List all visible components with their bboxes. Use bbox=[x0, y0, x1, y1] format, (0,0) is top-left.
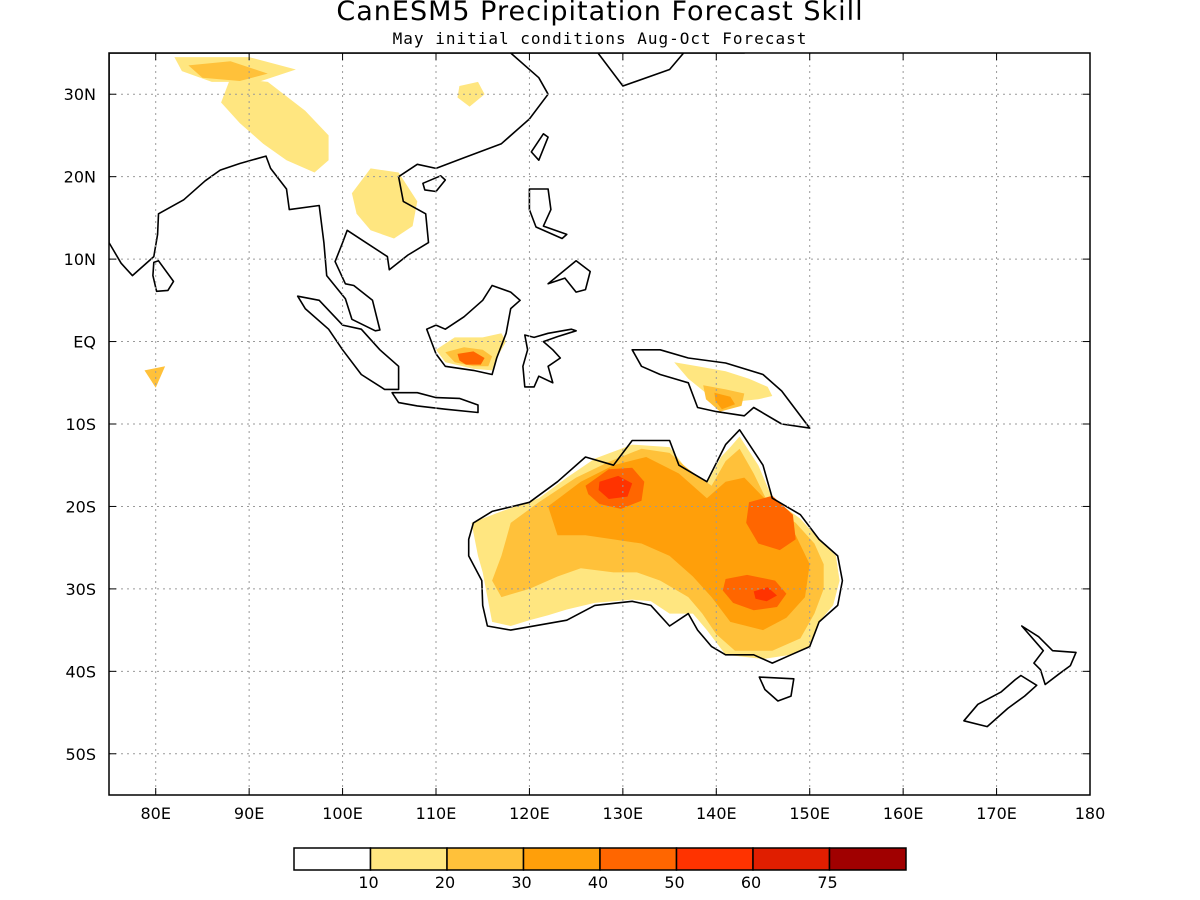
lon-tick-label: 150E bbox=[789, 804, 830, 823]
colorbar-swatch bbox=[828, 847, 907, 871]
colorbar-label: 50 bbox=[664, 873, 684, 892]
lon-tick-label: 130E bbox=[603, 804, 644, 823]
colorbar: 10 20 30 40 50 60 75 bbox=[293, 847, 907, 892]
skill-patch-13 bbox=[714, 392, 735, 410]
latitude-labels: 30N 20N 10N EQ 10S 20S 30S 40S 50S bbox=[64, 85, 96, 764]
coastline-new-zealand-south bbox=[963, 674, 1038, 728]
coastline-java bbox=[391, 391, 479, 414]
colorbar-swatch bbox=[752, 847, 831, 871]
skill-patch-14 bbox=[221, 77, 329, 173]
skill-patch-11 bbox=[674, 362, 773, 402]
colorbar-swatch bbox=[293, 847, 372, 871]
gridlines bbox=[109, 53, 1091, 795]
colorbar-swatch bbox=[522, 847, 601, 871]
lon-tick-label: 80E bbox=[140, 804, 170, 823]
colorbar-swatch bbox=[675, 847, 754, 871]
colorbar-label: 60 bbox=[741, 873, 761, 892]
lat-tick-label: 10N bbox=[64, 250, 96, 269]
lon-tick-label: 140E bbox=[696, 804, 737, 823]
skill-patch-4 bbox=[746, 495, 796, 551]
skill-patch-19 bbox=[144, 366, 166, 388]
colorbar-label: 40 bbox=[588, 873, 608, 892]
coastline-luzon bbox=[528, 188, 568, 240]
plot-frame bbox=[108, 52, 1091, 796]
colorbar-label: 30 bbox=[511, 873, 531, 892]
skill-patch-10 bbox=[457, 351, 485, 365]
lon-tick-label: 160E bbox=[883, 804, 924, 823]
coastline-new-zealand-north bbox=[1020, 625, 1077, 686]
colorbar-label: 20 bbox=[435, 873, 455, 892]
lat-tick-label: 10S bbox=[65, 415, 96, 434]
skill-patch-18 bbox=[188, 61, 268, 81]
coastline-sumatra bbox=[296, 295, 400, 391]
lon-tick-label: 90E bbox=[234, 804, 264, 823]
lat-tick-label: 20N bbox=[64, 168, 96, 187]
longitude-labels: 80E 90E 100E 110E 120E 130E 140E 150E 160E 170E 18… bbox=[140, 804, 1105, 823]
lon-tick-label: 120E bbox=[509, 804, 550, 823]
lon-tick-label: 110E bbox=[416, 804, 457, 823]
skill-patch-7 bbox=[753, 587, 777, 602]
colorbar-swatch bbox=[446, 847, 525, 871]
lat-tick-label: 20S bbox=[65, 497, 96, 516]
lon-tick-label: 170E bbox=[976, 804, 1017, 823]
map-subtitle: May initial conditions Aug-Oct Forecast bbox=[392, 29, 808, 48]
lat-tick-label: 50S bbox=[65, 745, 96, 764]
skill-patch-17 bbox=[457, 81, 485, 107]
coastline-tasmania bbox=[758, 676, 795, 702]
colorbar-label: 10 bbox=[358, 873, 378, 892]
coastline-borneo bbox=[425, 284, 521, 376]
coastline-hainan bbox=[422, 175, 447, 193]
lon-tick-label: 100E bbox=[322, 804, 363, 823]
lat-tick-label: 30S bbox=[65, 580, 96, 599]
coastline-sri-lanka bbox=[152, 259, 175, 293]
coastline-new-guinea bbox=[631, 348, 811, 429]
coastline-taiwan bbox=[530, 133, 549, 161]
colorbar-swatch bbox=[599, 847, 678, 871]
coastline-sulawesi bbox=[522, 328, 577, 388]
lat-tick-label: 40S bbox=[65, 662, 96, 681]
skill-shading-layer bbox=[144, 57, 840, 659]
colorbar-label: 75 bbox=[817, 873, 837, 892]
skill-patch-6 bbox=[598, 475, 633, 499]
lon-tick-label: 180 bbox=[1075, 804, 1106, 823]
coastline-mindanao bbox=[547, 259, 592, 293]
coastline-layer bbox=[109, 53, 1077, 728]
coastline-australia bbox=[467, 428, 844, 664]
map-title: CanESM5 Precipitation Forecast Skill bbox=[336, 0, 864, 27]
coastline-mainland-asia bbox=[109, 53, 746, 332]
colorbar-swatch bbox=[369, 847, 448, 871]
lat-tick-label: EQ bbox=[73, 333, 96, 352]
lat-tick-label: 30N bbox=[64, 85, 96, 104]
